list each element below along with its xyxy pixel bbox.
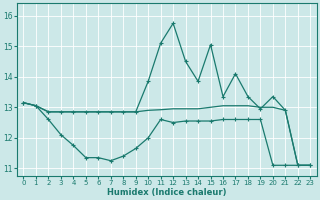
X-axis label: Humidex (Indice chaleur): Humidex (Indice chaleur) (107, 188, 227, 197)
